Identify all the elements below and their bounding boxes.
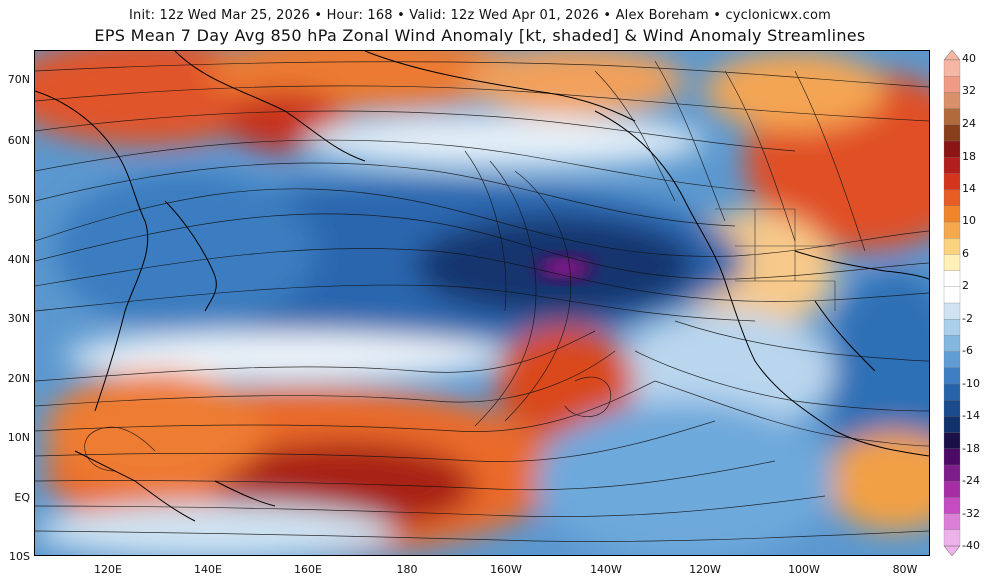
colorbar-label: 6 <box>962 247 969 260</box>
lon-label-160e: 160E <box>294 563 322 576</box>
colorbar-label: 32 <box>962 84 976 97</box>
colorbar-swatch <box>943 124 961 142</box>
wind-anomaly-map <box>34 50 930 556</box>
colorbar-label: -32 <box>962 507 980 520</box>
colorbar-swatch <box>943 205 961 223</box>
colorbar-swatch <box>943 432 961 450</box>
colorbar-swatch <box>943 238 961 255</box>
colorbar-bottom-arrow <box>943 545 961 557</box>
colorbar-label: 18 <box>962 150 976 163</box>
colorbar-label: -6 <box>962 344 973 357</box>
colorbar-swatch <box>943 513 961 531</box>
lon-label-140e: 140E <box>194 563 222 576</box>
colorbar-label: -18 <box>962 442 980 455</box>
lat-label-70n: 70N <box>7 73 30 86</box>
lat-label-eq: EQ <box>14 491 30 504</box>
colorbar-swatch <box>943 351 961 369</box>
lon-label-180: 180 <box>396 563 418 576</box>
colorbar-swatch <box>943 497 961 515</box>
colorbar-swatch <box>943 302 961 320</box>
colorbar-swatch <box>943 59 961 77</box>
colorbar-label: 10 <box>962 214 976 227</box>
colorbar-swatch <box>943 464 961 482</box>
map-subtitle: Init: 12z Wed Mar 25, 2026 • Hour: 168 •… <box>129 8 831 23</box>
colorbar-label: 14 <box>962 182 976 195</box>
lat-label-40n: 40N <box>7 253 30 266</box>
lon-label-120e: 120E <box>94 563 122 576</box>
lat-label-60n: 60N <box>7 134 30 147</box>
colorbar-swatch <box>943 221 961 239</box>
colorbar-label: -14 <box>962 409 980 422</box>
colorbar-label: -10 <box>962 377 980 390</box>
colorbar-swatch <box>943 286 961 304</box>
colorbar-label: 24 <box>962 117 976 130</box>
colorbar-swatch <box>943 76 961 93</box>
colorbar-swatch <box>943 92 961 110</box>
colorbar-swatch <box>943 481 961 498</box>
colorbar-label: 2 <box>962 279 969 292</box>
lon-label-120w: 120W <box>689 563 721 576</box>
colorbar-top-arrow <box>943 49 961 61</box>
map-title: EPS Mean 7 Day Avg 850 hPa Zonal Wind An… <box>94 26 866 45</box>
colorbar-swatch <box>943 173 961 191</box>
colorbar-swatch <box>943 367 961 385</box>
colorbar-label: -2 <box>962 312 973 325</box>
colorbar-swatch <box>943 108 961 126</box>
colorbar-swatch <box>943 383 961 401</box>
colorbar-swatch <box>943 335 961 353</box>
colorbar-swatch <box>943 140 961 158</box>
state-borders <box>715 208 836 311</box>
colorbar <box>943 49 961 557</box>
colorbar-label: 40 <box>962 52 976 65</box>
colorbar-swatch <box>943 448 961 466</box>
lat-label-30n: 30N <box>7 312 30 325</box>
coastlines <box>35 51 929 522</box>
colorbar-swatch <box>943 319 961 336</box>
lat-label-50n: 50N <box>7 193 30 206</box>
lat-label-10n: 10N <box>7 431 30 444</box>
colorbar-label: -24 <box>962 474 980 487</box>
colorbar-swatch <box>943 157 961 174</box>
colorbar-swatch <box>943 270 961 288</box>
lat-label-10s: 10S <box>9 550 30 563</box>
lon-label-140w: 140W <box>590 563 622 576</box>
colorbar-swatch <box>943 529 961 547</box>
lon-label-80w: 80W <box>892 563 918 576</box>
colorbar-swatch <box>943 400 961 417</box>
lon-label-160w: 160W <box>490 563 522 576</box>
colorbar-swatch <box>943 416 961 434</box>
colorbar-swatch <box>943 189 961 207</box>
streamlines <box>35 60 929 542</box>
colorbar-label: -40 <box>962 539 980 552</box>
shaded-anomaly-field <box>35 51 929 555</box>
lat-label-20n: 20N <box>7 372 30 385</box>
lon-label-100w: 100W <box>788 563 820 576</box>
colorbar-swatch <box>943 254 961 272</box>
